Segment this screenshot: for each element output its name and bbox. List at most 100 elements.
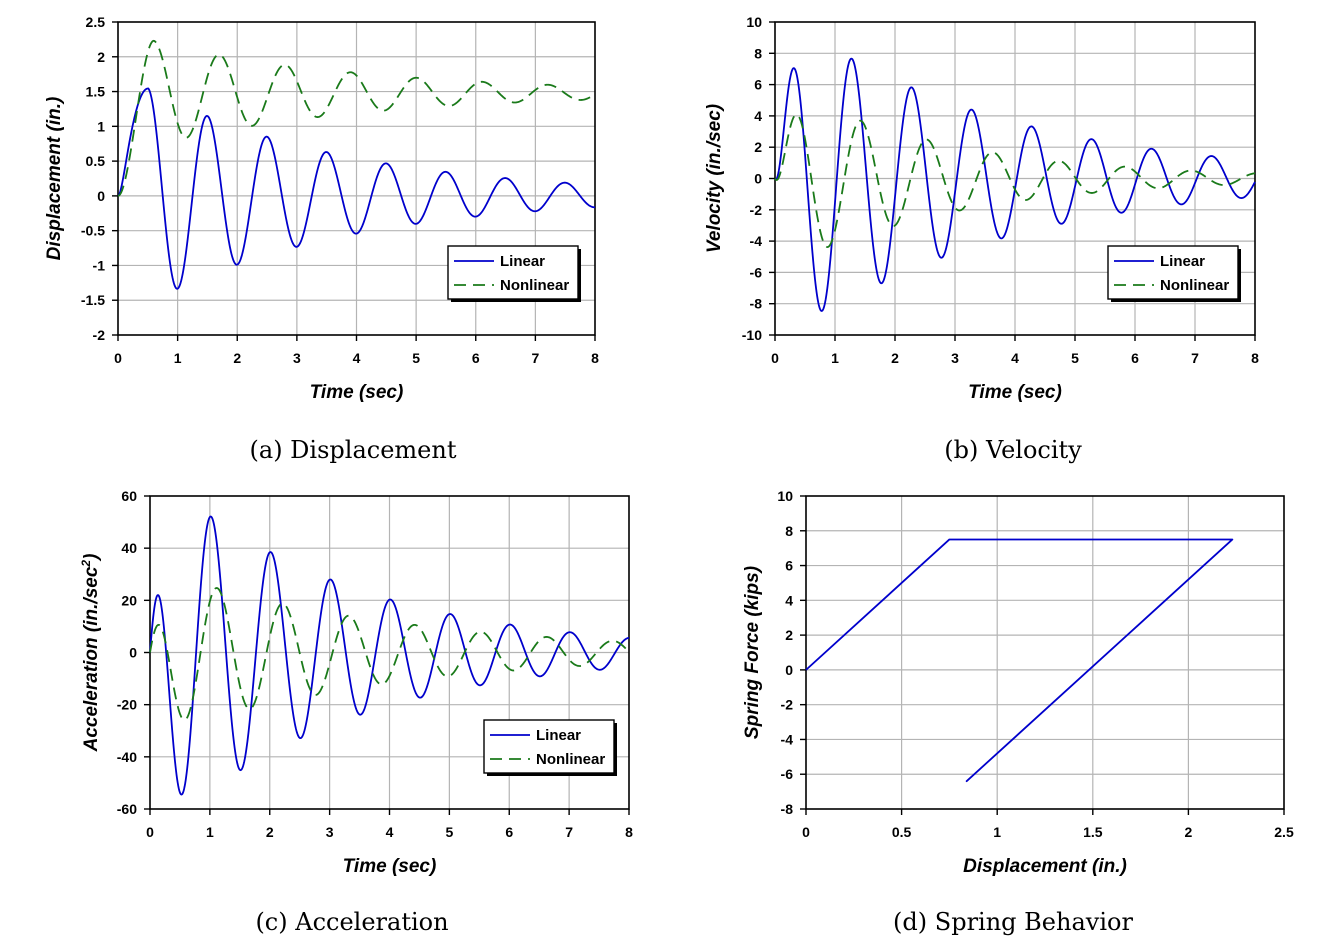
chart-a-legend-box xyxy=(447,245,579,300)
chart-a-ytick-label-2: -1 xyxy=(93,257,106,273)
chart-c-xtick-label-4: 4 xyxy=(386,824,394,840)
chart-c-ytick-label-1: -40 xyxy=(117,749,137,765)
chart-c-series-nonlinear xyxy=(149,587,630,721)
chart-c-caption: (c) Acceleration xyxy=(255,908,448,936)
chart-d-ytick-label-6: 4 xyxy=(785,592,793,608)
chart-a: 0 1 2 3 4 5 6 7 8 -2 -1.5 -1 -0.5 0 0.5 1 1.5 2 2.5 Time (s… xyxy=(44,14,599,464)
chart-d-xtick-label-3: 1.5 xyxy=(1083,824,1103,840)
chart-d-xtick-label-5: 2.5 xyxy=(1274,824,1294,840)
chart-d-ytick-label-2: -4 xyxy=(781,731,794,747)
chart-a-series-linear xyxy=(117,87,596,290)
chart-d-ytick-label-3: -2 xyxy=(781,697,794,713)
chart-d: 0 0.5 1 1.5 2 2.5 -8 -6 -4 -2 0 2 4 6 8 10 Displacement … xyxy=(742,488,1294,936)
chart-a-ytick-label-3: -0.5 xyxy=(81,223,105,239)
chart-a-xtick-label-2: 2 xyxy=(233,350,241,366)
chart-b-ytick-label-7: 4 xyxy=(754,108,762,124)
chart-b-ylabel: Velocity (in./sec) xyxy=(704,104,725,253)
chart-c-xtick-label-3: 3 xyxy=(326,824,334,840)
chart-c-gridlines xyxy=(150,496,629,809)
chart-a-xtick-label-4: 4 xyxy=(353,350,361,366)
chart-b-ytick-label-4: -2 xyxy=(750,202,763,218)
chart-c-ytick-label-4: 20 xyxy=(121,592,137,608)
chart-a-ytick-label-4: 0 xyxy=(97,188,105,204)
chart-a-xtick-label-0: 0 xyxy=(114,350,122,366)
chart-c-legend-label-nonlinear: Nonlinear xyxy=(536,751,605,768)
chart-d-ytick-label-9: 10 xyxy=(777,488,793,504)
chart-c-ytick-label-3: 0 xyxy=(129,645,137,661)
chart-b-ytick-label-5: 0 xyxy=(754,171,762,187)
chart-b-gridlines xyxy=(775,22,1255,335)
chart-a-xtick-label-7: 7 xyxy=(531,350,539,366)
chart-a-ytick-label-5: 0.5 xyxy=(86,153,106,169)
chart-c-xtick-label-6: 6 xyxy=(505,824,513,840)
chart-d-xtick-label-2: 1 xyxy=(993,824,1001,840)
chart-a-legend-label-nonlinear: Nonlinear xyxy=(500,277,569,294)
chart-b-xlabel: Time (sec) xyxy=(968,382,1062,403)
chart-d-ytick-label-1: -6 xyxy=(781,766,794,782)
chart-a-legend: Linear Nonlinear xyxy=(447,245,581,302)
chart-d-xtick-label-4: 2 xyxy=(1185,824,1193,840)
chart-c-ytick-label-2: -20 xyxy=(117,697,137,713)
chart-c-ytick-label-5: 40 xyxy=(121,540,137,556)
chart-b-xtick-label-0: 0 xyxy=(771,350,779,366)
chart-b-ytick-label-9: 8 xyxy=(754,45,762,61)
chart-a-ytick-label-0: -2 xyxy=(93,327,106,343)
chart-d-xlabel: Displacement (in.) xyxy=(963,856,1127,877)
chart-d-xtick-label-0: 0 xyxy=(802,824,810,840)
chart-d-gridlines xyxy=(806,496,1284,809)
chart-a-xtick-label-3: 3 xyxy=(293,350,301,366)
chart-a-ytick-label-8: 2 xyxy=(97,49,105,65)
chart-c-xtick-label-8: 8 xyxy=(625,824,633,840)
chart-b-ytick-label-6: 2 xyxy=(754,139,762,155)
chart-b-legend-box xyxy=(1107,245,1239,300)
chart-d-ytick-label-0: -8 xyxy=(781,801,794,817)
chart-c-xtick-label-7: 7 xyxy=(565,824,573,840)
chart-b-xtick-label-8: 8 xyxy=(1251,350,1259,366)
chart-b-ytick-label-0: -10 xyxy=(742,327,762,343)
chart-d-ytick-label-5: 2 xyxy=(785,627,793,643)
chart-b-ytick-label-1: -8 xyxy=(750,296,763,312)
chart-c-xtick-label-0: 0 xyxy=(146,824,154,840)
chart-c-ylabel-end: ) xyxy=(81,554,102,562)
chart-c-legend-box xyxy=(483,719,615,774)
chart-c-xlabel: Time (sec) xyxy=(343,856,437,877)
chart-a-xlabel: Time (sec) xyxy=(310,382,404,403)
chart-c-ytick-label-0: -60 xyxy=(117,801,137,817)
chart-b-xtick-label-3: 3 xyxy=(951,350,959,366)
chart-b-legend-label-nonlinear: Nonlinear xyxy=(1160,277,1229,294)
chart-c: 0 1 2 3 4 5 6 7 8 -60 -40 -20 0 20 40 60 Time (sec) Accel… xyxy=(79,488,633,936)
chart-c-legend-label-linear: Linear xyxy=(536,727,581,744)
chart-b-ytick-label-10: 10 xyxy=(746,14,762,30)
chart-a-legend-label-linear: Linear xyxy=(500,253,545,270)
chart-b-legend: Linear Nonlinear xyxy=(1107,245,1241,302)
chart-c-series-linear xyxy=(149,515,630,796)
chart-b-ytick-label-2: -6 xyxy=(750,264,763,280)
chart-c-xtick-label-5: 5 xyxy=(445,824,453,840)
chart-d-ylabel: Spring Force (kips) xyxy=(742,566,763,739)
chart-d-ytick-label-7: 6 xyxy=(785,558,793,574)
chart-b-caption: (b) Velocity xyxy=(944,436,1082,464)
chart-a-xtick-label-1: 1 xyxy=(174,350,182,366)
chart-d-xtick-label-1: 0.5 xyxy=(892,824,912,840)
chart-d-ytick-label-4: 0 xyxy=(785,662,793,678)
chart-d-caption: (d) Spring Behavior xyxy=(893,908,1133,936)
chart-c-ytick-label-6: 60 xyxy=(121,488,137,504)
chart-c-xtick-label-2: 2 xyxy=(266,824,274,840)
chart-a-ytick-label-9: 2.5 xyxy=(86,14,106,30)
chart-c-legend: Linear Nonlinear xyxy=(483,719,617,776)
chart-a-caption: (a) Displacement xyxy=(250,436,457,464)
chart-b-xtick-label-7: 7 xyxy=(1191,350,1199,366)
chart-b-legend-label-linear: Linear xyxy=(1160,253,1205,270)
chart-c-ylabel: Acceleration (in./sec2) xyxy=(79,554,102,753)
chart-b-xtick-label-1: 1 xyxy=(831,350,839,366)
chart-a-series-nonlinear xyxy=(117,39,596,197)
chart-a-ytick-label-6: 1 xyxy=(97,118,105,134)
chart-d-plot-frame xyxy=(805,495,1285,810)
chart-a-xtick-label-6: 6 xyxy=(472,350,480,366)
chart-a-ylabel: Displacement (in.) xyxy=(44,97,65,261)
chart-c-xtick-label-1: 1 xyxy=(206,824,214,840)
chart-b-ytick-label-3: -4 xyxy=(750,233,763,249)
chart-d-series-spring-force xyxy=(805,538,1234,783)
chart-b-ytick-label-8: 6 xyxy=(754,77,762,93)
